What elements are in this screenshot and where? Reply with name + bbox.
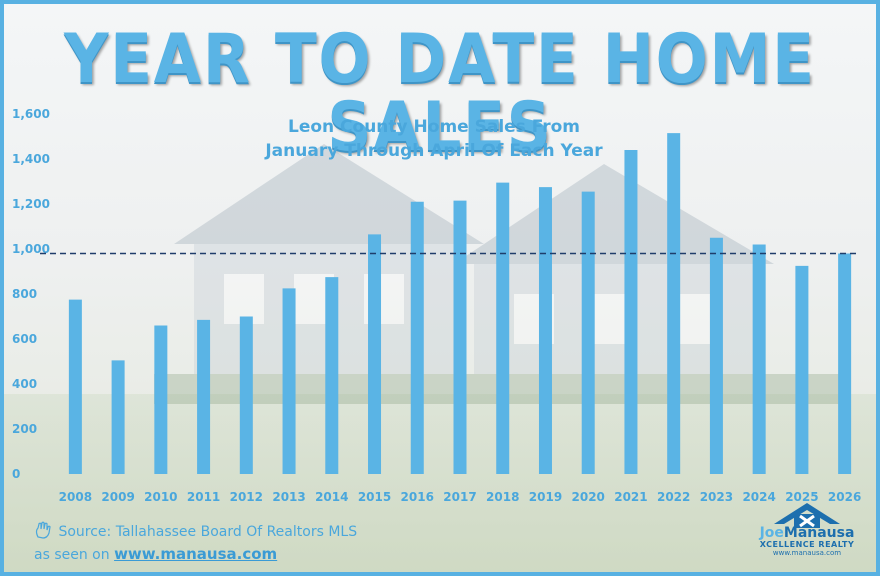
x-tick-label: 2025 [785,490,818,504]
y-axis: 0 200 400 600 800 1,000 1,200 1,400 1,600 [12,107,50,481]
x-tick-label: 2016 [401,490,434,504]
x-tick-label: 2011 [187,490,220,504]
logo-tagline: XCELLENCE REALTY [759,540,855,549]
chart-subtitle: January Through April Of Each Year [265,140,603,161]
logo-brand-first: Joe [759,525,784,541]
bar-2011 [197,319,211,474]
x-tick-label: 2020 [572,490,605,504]
bar-2023 [709,237,723,474]
x-tick-label: 2013 [272,490,305,504]
x-tick-label: 2014 [315,490,348,504]
x-tick-label: 2009 [101,490,134,504]
x-tick-label: 2022 [657,490,690,504]
x-tick-label: 2023 [700,490,733,504]
x-axis: 2008 2009 2010 2011 2012 2013 2014 2015 2016 2017… [59,490,862,504]
x-tick-label: 2012 [230,490,263,504]
bar-2009 [111,360,125,474]
bar-2022 [667,133,681,474]
bar-2018 [496,182,510,474]
bar-2014 [325,277,339,474]
x-tick-label: 2010 [144,490,177,504]
y-tick-label: 0 [12,467,20,481]
y-tick-label: 1,600 [12,107,50,121]
bar-2008 [68,299,82,474]
logo-brand: JoeManausa [752,526,862,540]
y-tick-label: 1,400 [12,152,50,166]
y-tick-label: 400 [12,377,37,391]
logo-brand-last: Manausa [783,525,855,541]
x-tick-label: 2008 [59,490,92,504]
x-tick-label: 2019 [529,490,562,504]
bar-2020 [581,191,595,474]
bar-2016 [410,201,424,474]
hand-icon [35,521,51,539]
website-link[interactable]: www.manausa.com [114,545,278,563]
bar-2025 [795,265,809,474]
y-tick-label: 1,200 [12,197,50,211]
source-text: Source: Tallahassee Board Of Realtors ML… [58,524,358,540]
bar-2017 [453,200,467,474]
seen-on-text: as seen on [34,547,110,563]
y-tick-label: 800 [12,287,37,301]
logo-url: www.manausa.com [772,549,842,557]
company-logo: JoeManausa XCELLENCE REALTY www.manausa.… [752,502,862,568]
bar-2019 [538,187,552,474]
page-title: YEAR TO DATE HOME SALES [64,20,816,167]
x-tick-label: 2015 [358,490,391,504]
bar-2026 [838,253,852,474]
chart-title-line-1: Leon County Home Sales From [287,117,581,137]
bars [68,133,852,474]
bar-2024 [752,244,766,474]
house-roof-icon [774,503,840,528]
bar-2015 [368,234,382,474]
bar-2021 [624,150,638,474]
x-tick-label: 2024 [742,490,775,504]
background-lawn [4,394,876,572]
bar-2013 [282,288,296,474]
y-tick-label: 600 [12,332,37,346]
bar-2012 [239,316,253,474]
x-tick-label: 2021 [614,490,647,504]
x-tick-label: 2018 [486,490,519,504]
y-tick-label: 200 [12,422,37,436]
x-tick-label: 2026 [828,490,861,504]
source-block: Source: Tallahassee Board Of Realtors ML… [34,521,357,566]
x-tick-label: 2017 [443,490,476,504]
chart-title: Leon County Home Sales From January Thro… [234,116,634,164]
bar-2010 [154,325,168,474]
y-tick-label: 1,000 [12,242,50,256]
